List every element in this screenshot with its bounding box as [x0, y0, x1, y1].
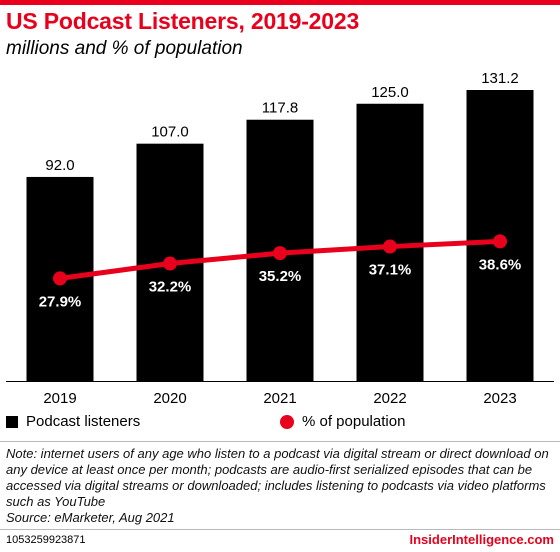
x-tick-2020: 2020: [153, 390, 186, 405]
line-label-2020: 32.2%: [149, 279, 192, 296]
bar-label-2021: 117.8: [262, 100, 298, 117]
bar-label-2020: 107.0: [151, 124, 189, 141]
line-point-2019: [53, 271, 67, 286]
line-point-2023: [493, 234, 507, 249]
legend-item-line: % of population: [280, 413, 405, 430]
source-text: Source: eMarketer, Aug 2021: [6, 510, 175, 525]
line-point-2020: [163, 256, 177, 271]
x-tick-2019: 2019: [43, 390, 76, 405]
top-accent-bar: [0, 0, 560, 5]
line-label-2021: 35.2%: [259, 268, 302, 285]
bar-label-2022: 125.0: [371, 84, 409, 101]
brand-logo: InsiderIntelligence.com: [409, 532, 555, 547]
x-tick-2022: 2022: [373, 390, 406, 405]
bar-label-2023: 131.2: [481, 70, 519, 87]
line-point-2022: [383, 239, 397, 254]
x-tick-2023: 2023: [483, 390, 516, 405]
note-text: Note: internet users of any age who list…: [6, 446, 549, 509]
legend-label-bars: Podcast listeners: [26, 413, 141, 430]
divider-footer: [0, 529, 560, 530]
line-point-2021: [273, 246, 287, 261]
legend-dot-icon: [280, 414, 294, 429]
chart-id: 1053259923871: [6, 534, 86, 546]
line-label-2022: 37.1%: [369, 262, 412, 279]
chart-plot: 92.0 2019 107.0 2020 117.8 2021 125.0 2022 131.2…: [6, 70, 554, 405]
bar-label-2019: 92.0: [45, 157, 74, 174]
chart-note: Note: internet users of any age who list…: [6, 446, 554, 526]
chart-subtitle: millions and % of population: [6, 38, 243, 59]
line-label-2019: 27.9%: [39, 293, 82, 310]
divider: [0, 441, 560, 442]
x-tick-2021: 2021: [263, 390, 296, 405]
legend-label-line: % of population: [302, 413, 406, 430]
line-label-2023: 38.6%: [479, 256, 522, 273]
legend-square-icon: [6, 415, 18, 428]
legend-item-bars: Podcast listeners: [6, 413, 140, 430]
chart-title: US Podcast Listeners, 2019-2023: [6, 8, 360, 34]
